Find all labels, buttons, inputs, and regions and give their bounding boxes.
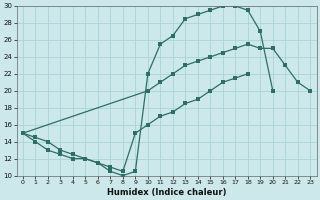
X-axis label: Humidex (Indice chaleur): Humidex (Indice chaleur): [107, 188, 226, 197]
